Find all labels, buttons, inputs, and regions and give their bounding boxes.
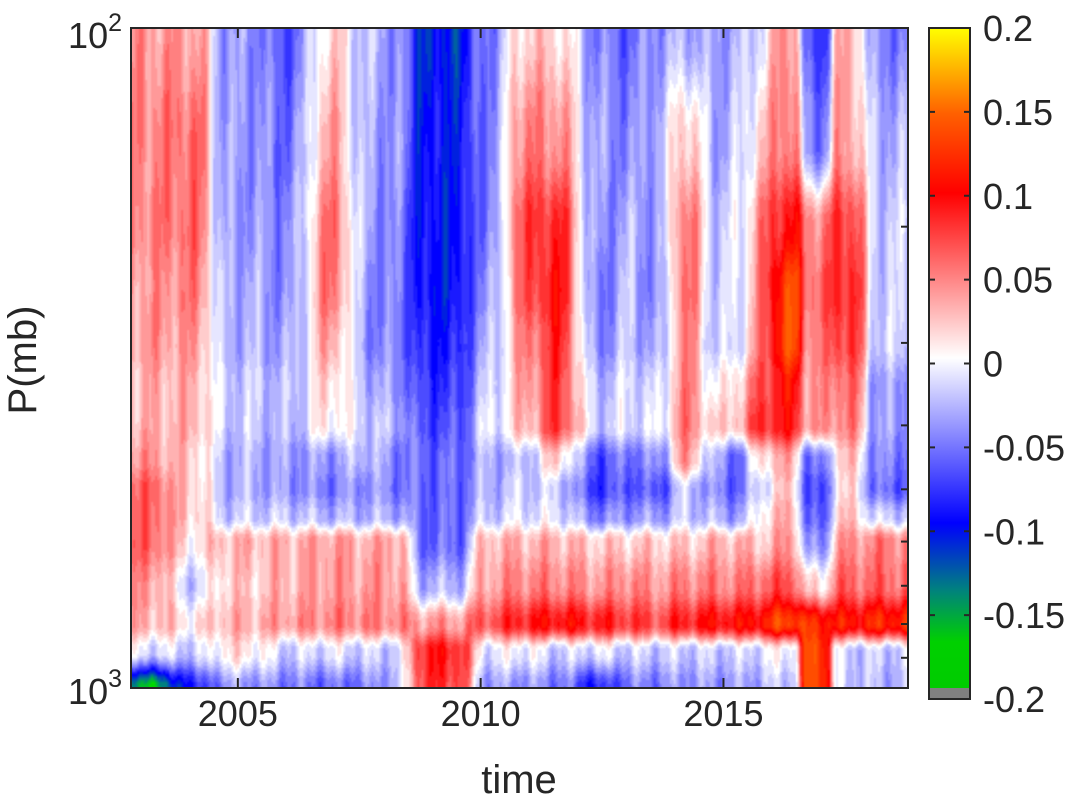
heatmap-field — [131, 28, 908, 688]
y-axis-labels: 102 103 — [68, 9, 122, 712]
colorbar-label-0.2: 0.2 — [983, 8, 1033, 49]
plot-frame — [130, 27, 909, 689]
y-axis-title: P(mb) — [1, 306, 45, 415]
colorbar-label--0.15: -0.15 — [983, 595, 1065, 636]
colorbar-label-0: 0 — [983, 344, 1003, 385]
plot-area: 2005 2010 2015 — [130, 27, 909, 734]
x-tick-label-2010: 2010 — [441, 693, 521, 734]
colorbar-label-0.05: 0.05 — [983, 260, 1053, 301]
y-axis-ticks — [901, 225, 908, 659]
colorbar: 0.2 0.15 0.1 0.05 0 -0.05 -0.1 -0.15 -0.2 — [928, 8, 1065, 720]
colorbar-label--0.1: -0.1 — [983, 511, 1045, 552]
x-tick-label-2005: 2005 — [198, 693, 278, 734]
colorbar-label-0.15: 0.15 — [983, 92, 1053, 133]
x-axis-ticks: 2005 2010 2015 — [198, 28, 764, 734]
colorbar-label-0.1: 0.1 — [983, 176, 1033, 217]
y-tick-label-top: 102 — [68, 9, 122, 56]
x-axis-title: time — [481, 758, 557, 798]
colorbar-label--0.2: -0.2 — [983, 679, 1045, 720]
colorbar-below-min — [929, 688, 970, 699]
colorbar-ticks: 0.2 0.15 0.1 0.05 0 -0.05 -0.1 -0.15 -0.2 — [929, 8, 1065, 720]
colorbar-gradient — [929, 28, 970, 688]
x-tick-label-2015: 2015 — [683, 693, 763, 734]
colorbar-label--0.05: -0.05 — [983, 427, 1065, 468]
y-tick-label-bottom: 103 — [68, 665, 122, 712]
